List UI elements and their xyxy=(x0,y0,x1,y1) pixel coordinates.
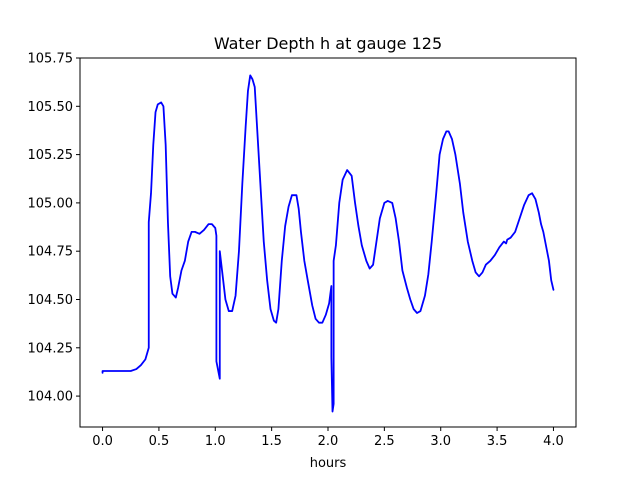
x-tick-label: 0.0 xyxy=(92,434,113,449)
x-axis: 0.0 0.5 1.0 1.5 2.0 2.5 3.0 3.5 4.0 xyxy=(92,427,564,449)
series-layer xyxy=(101,74,555,413)
x-tick-label: 4.0 xyxy=(543,434,564,449)
x-tick-label: 2.0 xyxy=(318,434,339,449)
x-tick-label: 3.0 xyxy=(430,434,451,449)
plot-area xyxy=(79,57,577,428)
y-tick-label: 105.50 xyxy=(28,100,74,115)
plot-frame xyxy=(79,57,577,428)
x-tick-label: 1.0 xyxy=(205,434,226,449)
water-depth-line xyxy=(101,74,555,413)
x-tick-label: 2.5 xyxy=(374,434,395,449)
y-axis: 104.00 104.25 104.50 104.75 105.00 105.25 105.… xyxy=(28,52,80,405)
x-tick-label: 3.5 xyxy=(487,434,508,449)
y-tick-label: 105.75 xyxy=(28,52,74,67)
y-tick-label: 104.25 xyxy=(28,341,74,356)
y-tick-label: 105.25 xyxy=(28,148,74,163)
chart-title: Water Depth h at gauge 125 xyxy=(214,34,442,53)
x-tick-label: 0.5 xyxy=(149,434,170,449)
y-tick-label: 105.00 xyxy=(28,196,74,211)
y-tick-label: 104.75 xyxy=(28,245,74,260)
x-axis-label: hours xyxy=(310,456,347,471)
y-tick-label: 104.50 xyxy=(28,293,74,308)
x-tick-label: 1.5 xyxy=(261,434,282,449)
y-tick-label: 104.00 xyxy=(28,390,74,405)
